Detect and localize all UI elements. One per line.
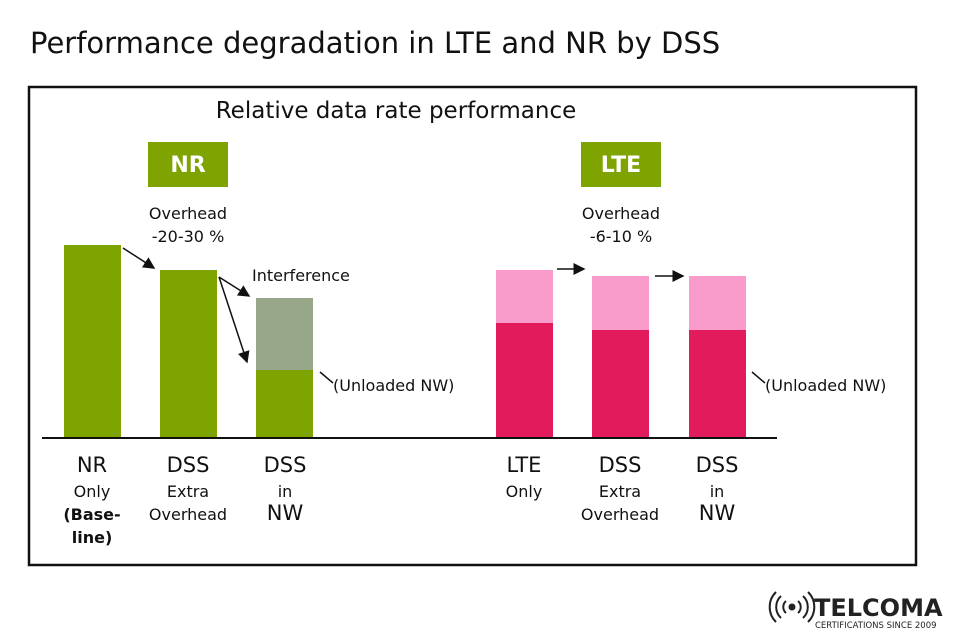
- category-label: Only: [506, 482, 543, 501]
- bar-loss: [496, 270, 553, 324]
- category-label: Extra: [167, 482, 209, 501]
- group-badge: [581, 142, 661, 187]
- subtitle: Relative data rate performance: [216, 98, 577, 124]
- arrow: [122, 247, 156, 269]
- category-label: NW: [267, 501, 304, 525]
- category-labels: NROnly(Base-line)DSSExtraOverheadDSSinNW…: [63, 453, 738, 547]
- bar: [592, 330, 649, 438]
- interference-label: Interference: [252, 266, 350, 285]
- arrow: [218, 276, 251, 297]
- category-label: in: [710, 482, 725, 501]
- bar: [689, 330, 746, 438]
- category-label: Extra: [599, 482, 641, 501]
- category-label: DSS: [167, 453, 210, 477]
- overhead-label: Overhead: [582, 204, 660, 223]
- group-badge: [148, 142, 228, 187]
- bar: [160, 270, 217, 438]
- note: (Unloaded NW): [765, 376, 886, 395]
- brand: TELCOMA: [814, 594, 943, 622]
- category-label: Only: [74, 482, 111, 501]
- category-label: DSS: [264, 453, 307, 477]
- arrow: [218, 276, 250, 364]
- bar: [496, 323, 553, 438]
- tagline: CERTIFICATIONS SINCE 2009: [815, 621, 937, 631]
- category-label: in: [278, 482, 293, 501]
- category-label: NW: [699, 501, 736, 525]
- bar: [64, 245, 121, 438]
- group-label: NR: [170, 153, 205, 178]
- overhead-value: -20-30 %: [152, 227, 225, 246]
- title: Performance degradation in LTE and NR by…: [30, 26, 720, 60]
- category-label: (Base-: [63, 505, 120, 524]
- bar-loss: [592, 276, 649, 330]
- pointer: [751, 371, 766, 384]
- bar: [256, 370, 313, 438]
- bar-loss: [689, 276, 746, 330]
- group-label: LTE: [601, 153, 641, 178]
- logo-icon: [768, 591, 816, 623]
- category-label: NR: [77, 453, 107, 477]
- category-label: LTE: [507, 453, 542, 477]
- category-label: DSS: [599, 453, 642, 477]
- category-label: Overhead: [581, 505, 659, 524]
- category-label: Overhead: [149, 505, 227, 524]
- overhead-value: -6-10 %: [590, 227, 652, 246]
- panel-frame: [27, 85, 918, 567]
- pointer: [319, 371, 334, 384]
- category-label: line): [72, 528, 113, 547]
- overhead-label: Overhead: [149, 204, 227, 223]
- bar-loss: [256, 298, 313, 370]
- note: (Unloaded NW): [333, 376, 454, 395]
- category-label: DSS: [696, 453, 739, 477]
